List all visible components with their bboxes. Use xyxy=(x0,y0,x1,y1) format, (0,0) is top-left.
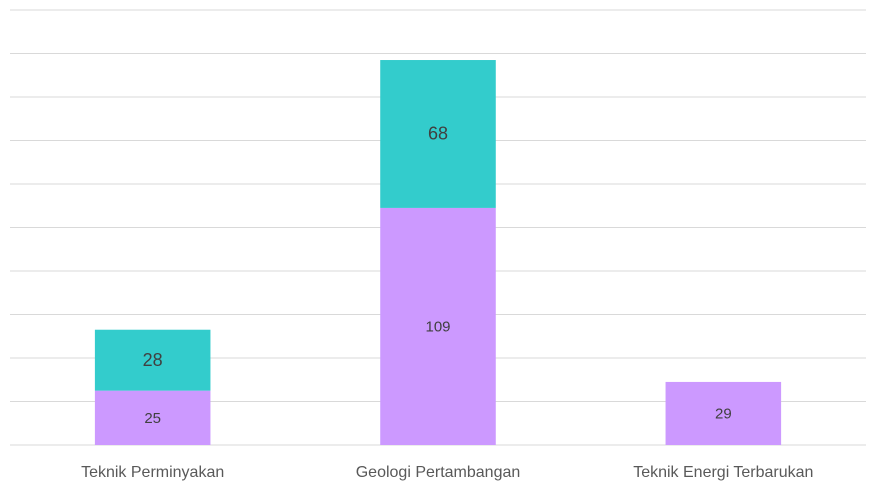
bar-segment xyxy=(94,329,211,391)
data-label: 68 xyxy=(428,124,448,144)
bar-segment xyxy=(380,207,496,445)
data-label: 28 xyxy=(143,350,163,370)
bar-segment xyxy=(94,390,211,445)
data-label: 25 xyxy=(144,410,161,427)
data-label: 109 xyxy=(425,318,450,335)
data-label: 29 xyxy=(715,405,732,422)
bar-segment xyxy=(380,60,496,208)
bar-segment xyxy=(665,381,782,445)
x-tick-label: Geologi Pertambangan xyxy=(356,464,521,481)
x-tick-label: Teknik Perminyakan xyxy=(81,464,224,481)
x-tick-label: Teknik Energi Terbarukan xyxy=(633,464,813,481)
